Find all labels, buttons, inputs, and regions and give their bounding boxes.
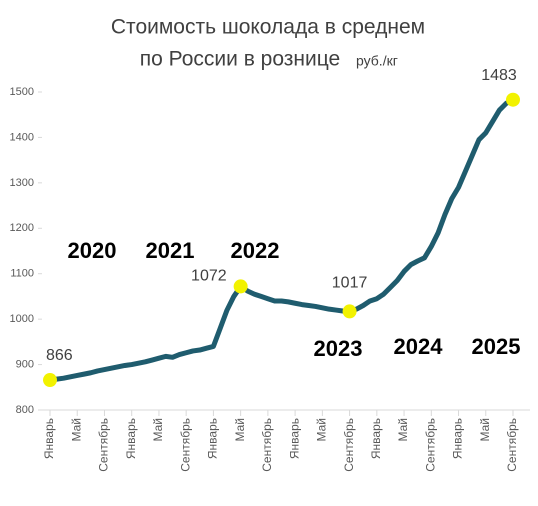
chart-title: Стоимость шоколада в среднем	[111, 16, 425, 39]
year-label: 2022	[231, 238, 280, 263]
x-tick-label: Январь	[451, 418, 465, 459]
highlight-point	[43, 373, 57, 388]
x-tick-label: Январь	[124, 418, 138, 459]
chart-title: по России в рознице	[140, 48, 340, 71]
y-tick-label: 1000	[10, 313, 34, 325]
line	[47, 97, 516, 383]
x-tick-label: Сентябрь	[423, 418, 437, 472]
unit-label: руб./кг	[356, 53, 398, 69]
year-label: 2024	[394, 334, 444, 359]
x-tick-label: Май	[315, 418, 329, 442]
x-tick-label: Май	[69, 418, 83, 442]
x-tick-label: Сентябрь	[505, 418, 519, 472]
x-tick-label: Январь	[206, 418, 220, 459]
x-tick-label: Январь	[287, 418, 301, 459]
x-tick-label: Май	[233, 418, 247, 442]
highlight-point	[233, 279, 248, 294]
data-label: 866	[46, 347, 73, 364]
x-tick-label: Сентябрь	[342, 418, 356, 472]
y-tick-label: 1200	[10, 222, 34, 234]
x-tick-label: Январь	[369, 418, 383, 459]
y-tick-label: 1300	[10, 177, 34, 189]
y-tick-label: 1100	[10, 268, 34, 280]
x-tick-label: Сентябрь	[97, 418, 111, 472]
x-tick-label: Май	[478, 418, 492, 442]
year-label: 2023	[314, 336, 363, 361]
data-label: 1483	[481, 67, 517, 84]
x-tick-label: Январь	[42, 418, 56, 459]
y-tick-label: 800	[16, 404, 34, 416]
year-label: 2025	[472, 334, 521, 359]
year-label: 2021	[146, 238, 195, 263]
data-label: 1017	[332, 275, 368, 292]
year-label: 2020	[68, 238, 117, 263]
y-tick-label: 1500	[10, 86, 34, 98]
data-label: 1072	[191, 268, 227, 285]
y-tick-label: 900	[16, 358, 34, 370]
x-tick-label: Май	[151, 418, 165, 442]
y-tick-label: 1400	[10, 131, 34, 143]
highlight-point	[342, 304, 357, 319]
x-tick-label: Сентябрь	[260, 418, 274, 472]
x-tick-label: Сентябрь	[178, 418, 192, 472]
x-tick-label: Май	[396, 418, 410, 442]
highlight-point	[506, 92, 520, 107]
